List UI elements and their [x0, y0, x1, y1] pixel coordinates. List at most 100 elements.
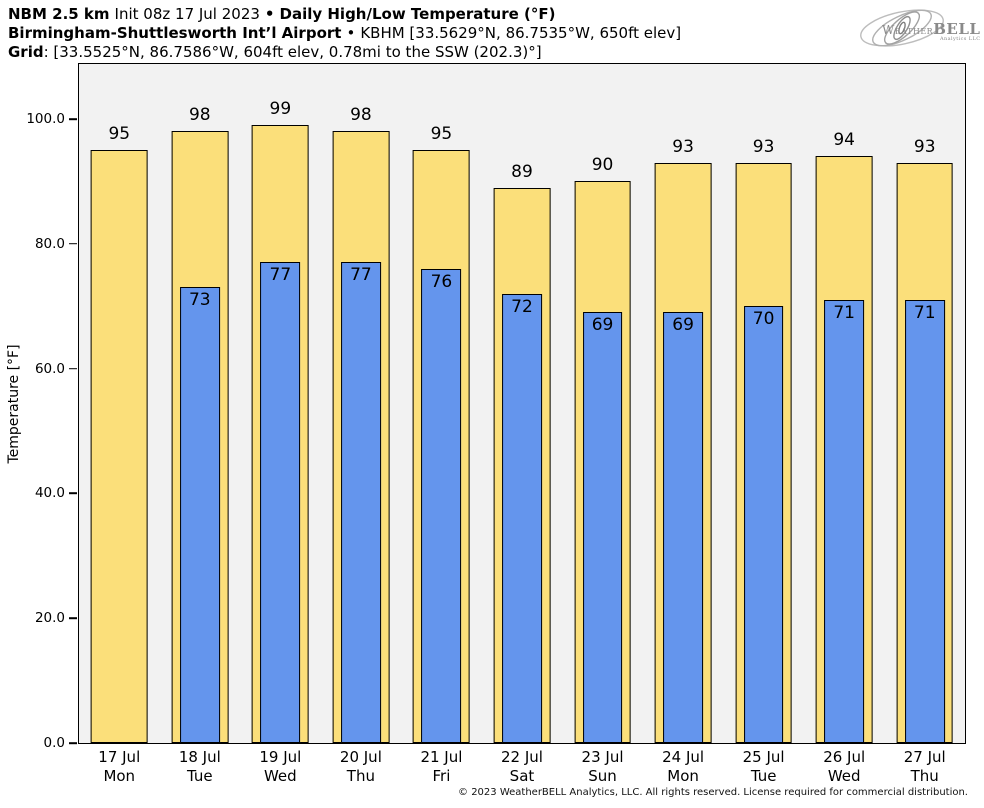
- day-slot: 99 77 19 Jul Wed: [240, 64, 321, 785]
- high-value-label: 95: [430, 124, 453, 145]
- high-value-label: 93: [913, 136, 936, 157]
- day-slot: 93 70 25 Jul Tue: [723, 64, 804, 785]
- x-axis-day: Thu: [346, 767, 375, 785]
- y-tick-label: 40.0: [34, 485, 65, 502]
- high-value-label: 94: [833, 130, 855, 151]
- x-axis-label: 20 Jul Thu: [321, 748, 402, 786]
- x-axis-label: 21 Jul Fri: [401, 748, 482, 786]
- high-temp-bar: [90, 150, 148, 743]
- hurricane-swirl-icon: [860, 9, 944, 47]
- x-axis-label: 25 Jul Tue: [723, 748, 804, 786]
- x-axis-date: 17 Jul: [98, 748, 141, 766]
- grid-info: : [33.5525°N, 86.7586°W, 604ft elev, 0.7…: [43, 43, 542, 61]
- x-axis-date: 25 Jul: [742, 748, 785, 766]
- x-axis-day: Wed: [263, 767, 297, 785]
- bullet-separator: •: [264, 5, 275, 23]
- low-value-label: 77: [350, 265, 372, 286]
- low-temp-bar: [663, 312, 704, 743]
- x-axis-label: 24 Jul Mon: [643, 748, 724, 786]
- low-temp-bar: [904, 299, 945, 743]
- day-slot: 89 72 22 Jul Sat: [482, 64, 563, 785]
- high-value-label: 93: [752, 136, 775, 157]
- logo-analytics-text: Analytics LLC: [939, 36, 981, 42]
- grid-label: Grid: [8, 43, 44, 61]
- y-tick: [69, 118, 77, 120]
- day-slot: 98 77 20 Jul Thu: [321, 64, 402, 785]
- low-value-label: 71: [913, 302, 936, 323]
- high-value-label: 98: [188, 105, 211, 126]
- x-axis-day: Wed: [827, 767, 861, 785]
- x-axis-label: 22 Jul Sat: [482, 748, 563, 786]
- low-temp-bar: [421, 268, 462, 743]
- low-value-label: 77: [269, 265, 292, 286]
- day-slot: 90 69 23 Jul Sun: [562, 64, 643, 785]
- y-tick: [69, 367, 77, 370]
- high-value-label: 95: [108, 124, 131, 145]
- x-axis-date: 20 Jul: [339, 748, 382, 766]
- y-tick-label: 100.0: [26, 110, 65, 127]
- header-line-1: NBM 2.5 km Init 08z 17 Jul 2023 • Daily Hig…: [8, 5, 681, 24]
- copyright-notice: © 2023 WeatherBELL Analytics, LLC. All r…: [458, 787, 968, 798]
- station-info: KBHM [33.5629°N, 86.7535°W, 650ft elev]: [360, 24, 682, 42]
- x-axis-label: 23 Jul Sun: [562, 748, 643, 786]
- x-axis-day: Sun: [588, 767, 617, 785]
- station-name: Birmingham-Shuttlesworth Int’l Airport: [8, 24, 342, 42]
- day-slot: 98 73 18 Jul Tue: [160, 64, 241, 785]
- y-tick-label: 0.0: [43, 735, 65, 751]
- low-value-label: 72: [511, 296, 533, 317]
- y-tick: [69, 492, 77, 495]
- logo-bell-text: BELL: [933, 20, 981, 38]
- plot-area: 0.0 20.0 40.0 60.0 80.0 100.0 95 17 Jul Mon 98 73 1…: [26, 63, 966, 785]
- day-slot: 93 71 27 Jul Thu: [884, 64, 965, 785]
- day-slot: 94 71 26 Jul Wed: [804, 64, 885, 785]
- y-tick-label: 60.0: [34, 360, 65, 377]
- x-axis-day: Tue: [750, 767, 777, 785]
- init-time: Init 08z 17 Jul 2023: [114, 5, 260, 23]
- x-axis-day: Thu: [910, 767, 939, 785]
- product-title: Daily High/Low Temperature (°F): [279, 5, 556, 23]
- x-axis-day: Sat: [509, 767, 535, 785]
- x-axis-label: 26 Jul Wed: [804, 748, 885, 786]
- logo-text: WeatherBELL Analytics LLC: [882, 19, 980, 42]
- x-axis-date: 22 Jul: [501, 748, 543, 766]
- chart-header: NBM 2.5 km Init 08z 17 Jul 2023 • Daily Hig…: [8, 5, 681, 62]
- x-axis-label: 17 Jul Mon: [79, 748, 160, 786]
- y-tick-label: 20.0: [34, 610, 65, 627]
- y-tick: [69, 242, 77, 245]
- low-temp-bar: [502, 293, 542, 743]
- y-tick: [69, 617, 77, 619]
- high-value-label: 93: [672, 136, 694, 157]
- low-value-label: 69: [672, 315, 694, 336]
- x-axis-date: 26 Jul: [823, 748, 866, 766]
- x-axis-date: 21 Jul: [420, 748, 463, 766]
- x-axis-date: 27 Jul: [903, 748, 946, 766]
- y-tick: [69, 742, 77, 744]
- low-value-label: 76: [430, 271, 453, 292]
- day-slot: 95 76 21 Jul Fri: [401, 64, 482, 785]
- y-axis-label: Temperature [°F]: [6, 344, 22, 464]
- low-value-label: 73: [188, 290, 211, 311]
- high-value-label: 98: [350, 105, 372, 126]
- low-temp-bar: [582, 312, 623, 743]
- low-temp-bar: [179, 287, 220, 743]
- header-line-3: Grid: [33.5525°N, 86.7586°W, 604ft elev,…: [8, 43, 681, 62]
- x-axis-label: 19 Jul Wed: [240, 748, 321, 786]
- bullet-separator: •: [346, 24, 356, 42]
- low-value-label: 69: [591, 315, 614, 336]
- x-axis-date: 24 Jul: [662, 748, 705, 766]
- x-axis-label: 27 Jul Thu: [884, 748, 965, 786]
- x-axis-label: 18 Jul Tue: [160, 748, 241, 786]
- low-value-label: 71: [833, 302, 855, 323]
- weatherbell-logo: WeatherBELL Analytics LLC: [852, 2, 980, 54]
- logo-weather-text: Weather: [882, 23, 934, 37]
- header-line-2: Birmingham-Shuttlesworth Int’l Airport • K…: [8, 24, 681, 43]
- day-slot: 95 17 Jul Mon: [79, 64, 160, 785]
- high-value-label: 90: [591, 155, 614, 176]
- x-axis-date: 23 Jul: [581, 748, 624, 766]
- low-temp-bar: [824, 299, 865, 743]
- low-value-label: 70: [752, 309, 775, 330]
- high-value-label: 99: [269, 99, 292, 120]
- y-tick-label: 80.0: [34, 235, 65, 252]
- x-axis-day: Fri: [432, 767, 451, 785]
